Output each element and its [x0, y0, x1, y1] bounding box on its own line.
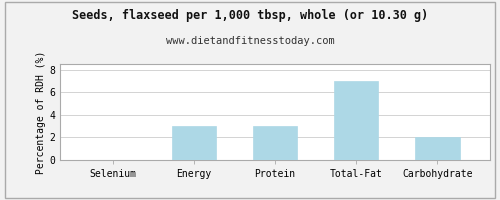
Bar: [415, 137, 460, 160]
Bar: [252, 126, 298, 160]
Text: www.dietandfitnesstoday.com: www.dietandfitnesstoday.com: [166, 36, 334, 46]
Bar: [334, 81, 378, 160]
Y-axis label: Percentage of RDH (%): Percentage of RDH (%): [36, 50, 46, 174]
Text: Seeds, flaxseed per 1,000 tbsp, whole (or 10.30 g): Seeds, flaxseed per 1,000 tbsp, whole (o…: [72, 9, 428, 22]
Bar: [172, 126, 216, 160]
